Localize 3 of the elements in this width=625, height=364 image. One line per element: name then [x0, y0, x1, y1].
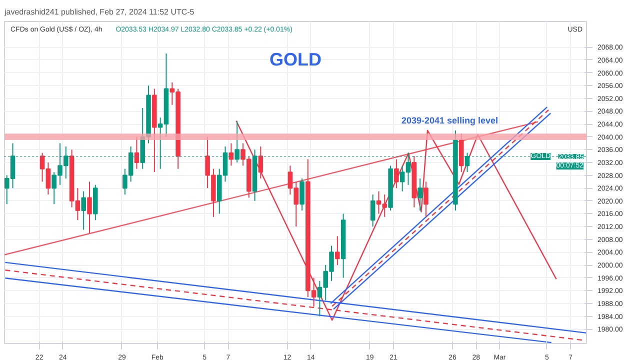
text: GOLD: [270, 50, 322, 70]
band-label: 2039-2041 selling level: [401, 116, 498, 126]
text: javedrashid241 published, Feb 27, 2024 11:52 UTC-5: [4, 8, 195, 16]
